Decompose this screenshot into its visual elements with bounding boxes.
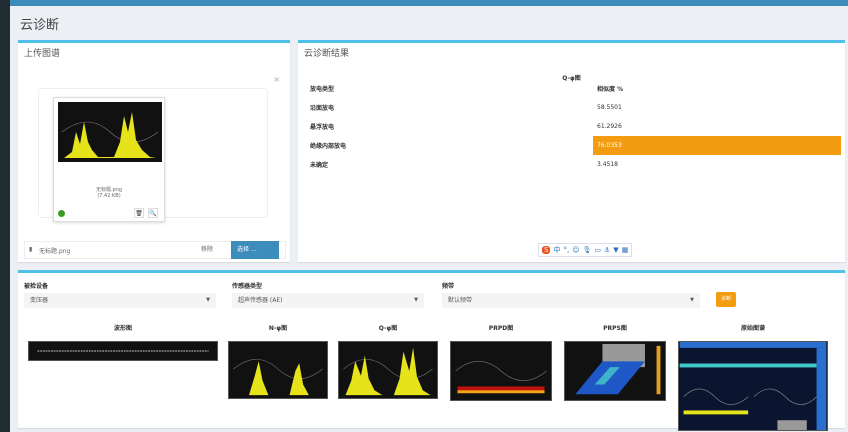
top-bar [0,0,848,6]
close-icon[interactable]: × [273,75,280,84]
value-cell: 61.2926 [597,123,622,130]
band-value: 默认频带 [448,297,473,304]
waveform-image[interactable] [28,341,218,361]
file-preview: 无标题.png (7.42 KB) 🗑 🔍 [53,97,165,222]
result-panel: 云诊断结果 Q-φ图 放电类型 相似度 % 沿面放电 58.5501 悬浮放电 61.… [298,40,845,262]
file-field[interactable]: ▮ 无标题.png 移除 选择 … [24,241,286,259]
table-header: 放电类型 相似度 % [306,79,841,98]
image-title: 原始图谱 [740,325,765,332]
table-row: 未确定 3.4518 [306,155,841,174]
preview-image [58,102,162,162]
type-cell: 悬浮放电 [310,124,335,131]
diagnose-button[interactable]: 诊断 [716,292,736,307]
n-phi-image[interactable] [228,341,328,399]
image-title: 波形图 [113,325,132,332]
file-name: 无标题.png [95,187,123,193]
result-table: 放电类型 相似度 % 沿面放电 58.5501 悬浮放电 61.2926 绝缘内部放电… [306,79,841,174]
table-row: 悬浮放电 61.2926 [306,117,841,136]
device-label: 被检设备 [24,283,49,290]
type-cell: 沿面放电 [310,105,335,112]
success-check-icon [58,210,65,217]
prps-image[interactable] [564,341,666,401]
chinese-mode-icon[interactable]: 中 [553,246,561,254]
image-title: PRPD图 [488,325,514,332]
diagnose-panel: 被检设备 变压器 ▼ 传感器类型 超声传感器 (AE) ▼ 频带 默认频带 ▼ 诊断 … [18,270,845,431]
caret-down-icon: ▼ [690,297,694,303]
sensor-value: 超声传感器 (AE) [238,297,283,304]
zoom-icon[interactable]: 🔍 [148,208,158,218]
col-similarity: 相似度 % [597,86,624,93]
value-cell-highlight: 76.0353 [593,136,841,155]
sensor-select[interactable]: 超声传感器 (AE) ▼ [232,293,424,308]
dropzone[interactable]: 无标题.png (7.42 KB) 🗑 🔍 [38,88,268,222]
tools-icon[interactable]: ▦ [621,246,629,254]
device-select[interactable]: 变压器 ▼ [24,293,216,308]
device-value: 变压器 [30,297,49,304]
file-field-text: 无标题.png [39,248,71,255]
keyboard-icon[interactable]: ▭ [594,246,602,254]
table-row: 绝缘内部放电 76.0353 [306,136,841,155]
band-select[interactable]: 默认频带 ▼ [442,293,700,308]
sidebar [0,0,10,432]
raw-spectrum-image[interactable] [678,341,828,431]
emoji-icon[interactable]: ☺ [572,246,580,254]
remove-button[interactable]: 移除 [201,246,214,253]
page-title: 云诊断 [20,18,60,33]
sogou-icon: S [542,246,551,254]
caret-down-icon: ▼ [206,297,210,303]
type-cell: 未确定 [310,162,329,169]
file-icon: ▮ [29,246,33,253]
band-label: 频带 [442,283,455,290]
table-row: 沿面放电 58.5501 [306,98,841,117]
image-title: PRPS图 [603,325,627,332]
sensor-label: 传感器类型 [232,283,263,290]
punct-icon[interactable]: °, [563,246,570,254]
result-title: 云诊断结果 [304,49,350,59]
col-type: 放电类型 [310,86,335,93]
file-size: (7.42 KB) [97,193,121,199]
q-phi-image[interactable] [338,341,438,399]
skin-icon[interactable]: ⚓ [604,246,611,254]
image-title: N-φ图 [268,325,288,332]
caret-down-icon: ▼ [414,297,418,303]
choose-button[interactable]: 选择 … [231,241,279,259]
ime-toolbar[interactable]: S 中 °, ☺ 🎙 ▭ ⚓ ▼ ▦ [538,243,633,257]
result-chart-name: Q-φ图 [562,75,581,82]
mic-icon[interactable]: 🎙 [582,246,592,254]
prpd-image[interactable] [450,341,552,401]
shirt-icon[interactable]: ▼ [613,246,619,254]
image-title: Q-φ图 [378,325,398,332]
upload-title: 上传图谱 [24,49,61,59]
value-cell: 3.4518 [597,161,618,168]
value-cell: 58.5501 [597,104,622,111]
upload-panel: 上传图谱 × 无标题.png (7.42 KB) 🗑 🔍 ▮ 无标题.png 移… [18,40,290,262]
type-cell: 绝缘内部放电 [310,143,347,150]
delete-icon[interactable]: 🗑 [134,208,144,218]
